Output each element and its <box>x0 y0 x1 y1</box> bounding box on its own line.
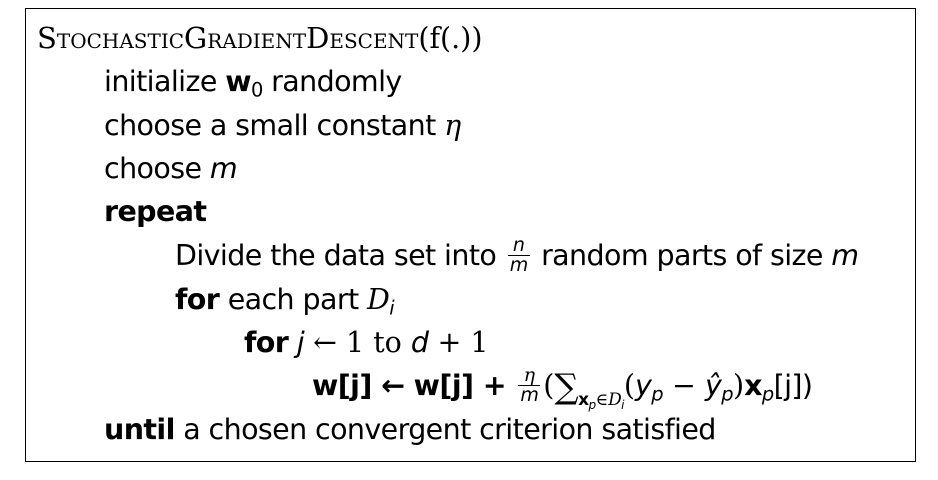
minus-sign: − <box>662 369 705 402</box>
algorithm-box <box>25 8 916 462</box>
line-for-each-part: for each part Di <box>175 280 395 320</box>
y-symbol: y <box>634 369 652 402</box>
line-until-text: a chosen convergent criterion satisfied <box>174 413 716 446</box>
x-subscript: p <box>761 382 774 406</box>
line-initialize-suffix: randomly <box>262 65 402 98</box>
x-vector-symbol: x <box>744 369 762 402</box>
until-keyword: until <box>104 413 175 446</box>
d-symbol: d <box>410 326 429 359</box>
for-keyword: for <box>244 326 289 359</box>
y-hat-symbol: ŷ <box>704 369 722 402</box>
partition-symbol: D <box>367 283 390 316</box>
bound-rest-text: + 1 <box>428 326 489 359</box>
y-subscript: p <box>651 382 663 406</box>
j-symbol: j <box>296 326 305 359</box>
line-initialize-prefix: initialize <box>104 65 226 98</box>
line-choose-eta: choose a small constant η <box>104 106 461 146</box>
eta-symbol: η <box>444 109 462 142</box>
open-paren: ( <box>543 369 555 402</box>
fraction-denominator: m <box>509 253 529 276</box>
line-for-each-part-text: each part <box>219 283 367 316</box>
fraction-numerator: n <box>507 235 530 256</box>
line-for-j: for j ← 1 to d + 1 <box>244 323 489 363</box>
weight-vector-subscript: 0 <box>250 78 263 102</box>
update-lhs: w[j] ← w[j] + <box>312 369 516 402</box>
summation-symbol: ∑ <box>554 367 579 407</box>
fraction-denominator: m <box>520 383 539 406</box>
algorithm-name-part-1: Stochastic <box>37 21 185 55</box>
sum-sub-in: ∈ <box>595 390 609 410</box>
line-initialize: initialize w0 randomly <box>104 62 402 102</box>
repeat-keyword: repeat <box>104 195 207 228</box>
sum-sub-set-index: i <box>621 398 624 412</box>
sum-sub-vector: x <box>578 390 589 410</box>
line-choose-eta-prefix: choose a small constant <box>104 109 445 142</box>
inner-open-paren: ( <box>623 369 635 402</box>
sum-sub-set: D <box>608 390 622 410</box>
algorithm-name-part-2: Gradient <box>184 21 307 55</box>
close-paren: ) <box>732 369 745 402</box>
line-update-rule: w[j] ← w[j] + η m (∑xp∈Di(yp − ŷp)xp[j]) <box>312 365 813 412</box>
x-index-suffix: [j]) <box>773 369 813 402</box>
algorithm-signature: (f(.)) <box>418 22 483 55</box>
algorithm-name-part-3: Descent <box>306 21 419 55</box>
y-hat-subscript: p <box>721 382 733 406</box>
for-keyword: for <box>175 283 220 316</box>
line-until: until a chosen convergent criterion sati… <box>104 410 716 450</box>
line-choose-m: choose m <box>104 149 238 189</box>
summation-subscript: xp∈Di <box>578 390 624 412</box>
m-symbol: m <box>209 152 238 185</box>
line-repeat: repeat <box>104 192 207 232</box>
m-symbol: m <box>831 239 859 272</box>
sum-sub-index: p <box>588 398 596 412</box>
algorithm-title: StochasticGradientDescent(f(.)) <box>37 18 482 59</box>
partition-subscript: i <box>389 296 395 320</box>
assign-range-text: ← 1 to <box>304 326 411 359</box>
weight-vector-symbol: w <box>225 65 251 98</box>
line-choose-m-prefix: choose <box>104 152 210 185</box>
line-divide-prefix: Divide the data set into <box>175 239 505 272</box>
line-divide-suffix: random parts of size <box>532 239 832 272</box>
fraction-numerator: η <box>518 365 541 386</box>
